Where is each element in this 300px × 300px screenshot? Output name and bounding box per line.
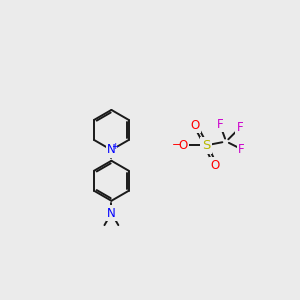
Text: O: O — [211, 159, 220, 172]
Text: O: O — [178, 139, 188, 152]
Text: N: N — [107, 143, 116, 157]
Text: F: F — [237, 121, 243, 134]
Text: S: S — [202, 139, 210, 152]
Text: O: O — [191, 119, 200, 132]
Text: N: N — [107, 207, 116, 220]
Text: F: F — [217, 118, 223, 131]
Text: +: + — [112, 142, 119, 152]
Text: F: F — [238, 143, 245, 156]
Text: −: − — [172, 140, 182, 150]
